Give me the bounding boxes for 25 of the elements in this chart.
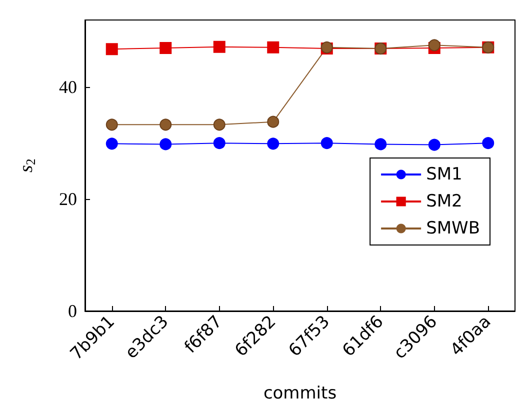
point: [320, 137, 333, 150]
y-tick-label: 40: [59, 77, 77, 98]
point: [267, 116, 280, 128]
point: [160, 138, 172, 150]
y-tick-label: 0: [68, 301, 77, 321]
point: [267, 138, 280, 150]
point: [428, 39, 440, 52]
point: [106, 138, 118, 150]
point: [428, 138, 440, 151]
legend-label: SM2: [426, 192, 462, 212]
point: [267, 41, 280, 54]
point: [213, 137, 226, 150]
legend-label: SMWB: [426, 218, 480, 238]
point: [106, 43, 118, 56]
point: [213, 40, 226, 53]
legend-label: SM1: [426, 164, 462, 184]
y-axis-title: s2: [16, 158, 38, 172]
point: [160, 42, 172, 54]
point: [213, 118, 226, 131]
point: [160, 118, 172, 131]
point: [106, 118, 118, 131]
x-axis-title: commits: [263, 384, 337, 404]
y-tick-label: 20: [59, 189, 77, 210]
point: [482, 137, 494, 150]
point: [374, 138, 387, 150]
